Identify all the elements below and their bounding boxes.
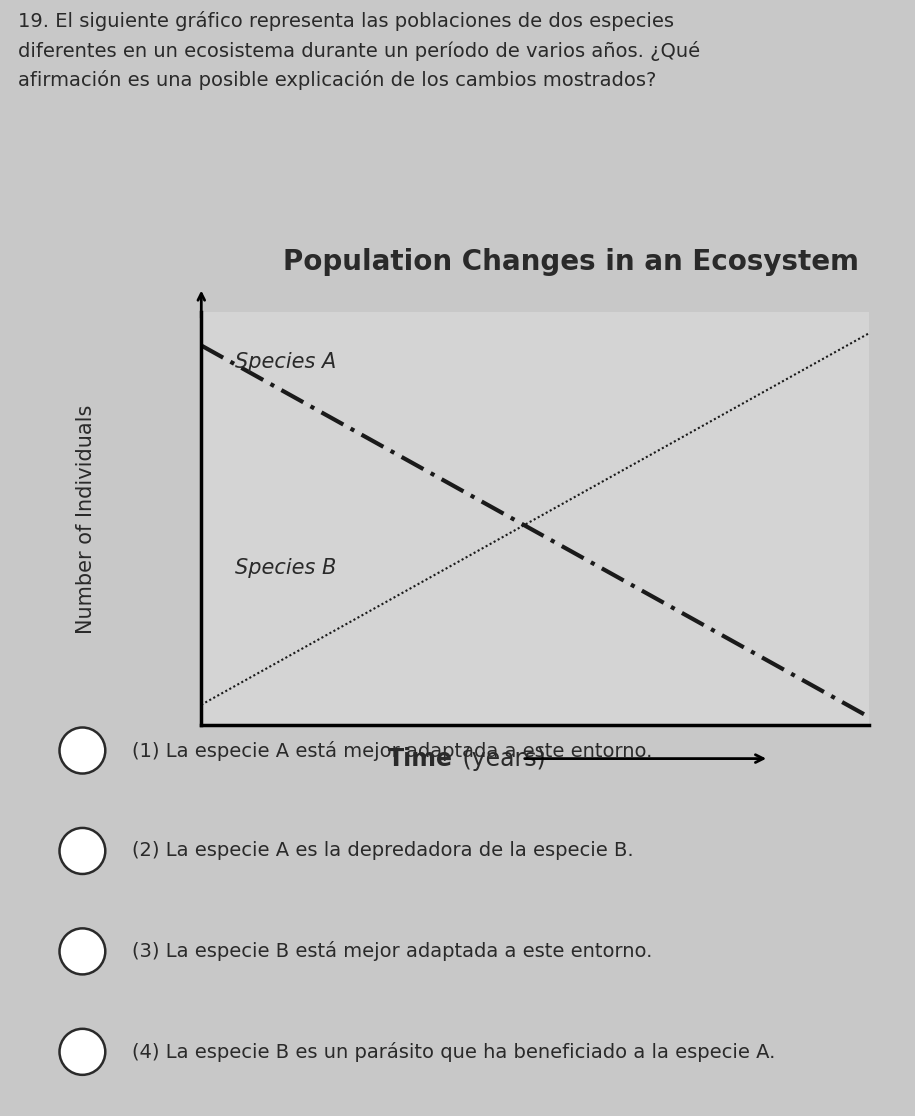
Text: Time: Time [388, 747, 453, 771]
Text: Species A: Species A [234, 352, 336, 372]
Text: Species B: Species B [234, 558, 336, 578]
Text: Number of Individuals: Number of Individuals [76, 404, 96, 634]
Text: 19. El siguiente gráfico representa las poblaciones de dos especies
diferentes e: 19. El siguiente gráfico representa las … [18, 11, 700, 90]
Text: (3) La especie B está mejor adaptada a este entorno.: (3) La especie B está mejor adaptada a e… [133, 942, 652, 961]
Text: (years): (years) [455, 747, 546, 771]
Text: Population Changes in an Ecosystem: Population Changes in an Ecosystem [283, 248, 858, 277]
Text: (1) La especie A está mejor adaptada a este entorno.: (1) La especie A está mejor adaptada a e… [133, 741, 652, 760]
Text: (4) La especie B es un parásito que ha beneficiado a la especie A.: (4) La especie B es un parásito que ha b… [133, 1042, 776, 1061]
Text: (2) La especie A es la depredadora de la especie B.: (2) La especie A es la depredadora de la… [133, 841, 634, 860]
Ellipse shape [59, 929, 105, 974]
Ellipse shape [59, 828, 105, 874]
Ellipse shape [59, 728, 105, 773]
Ellipse shape [59, 1029, 105, 1075]
